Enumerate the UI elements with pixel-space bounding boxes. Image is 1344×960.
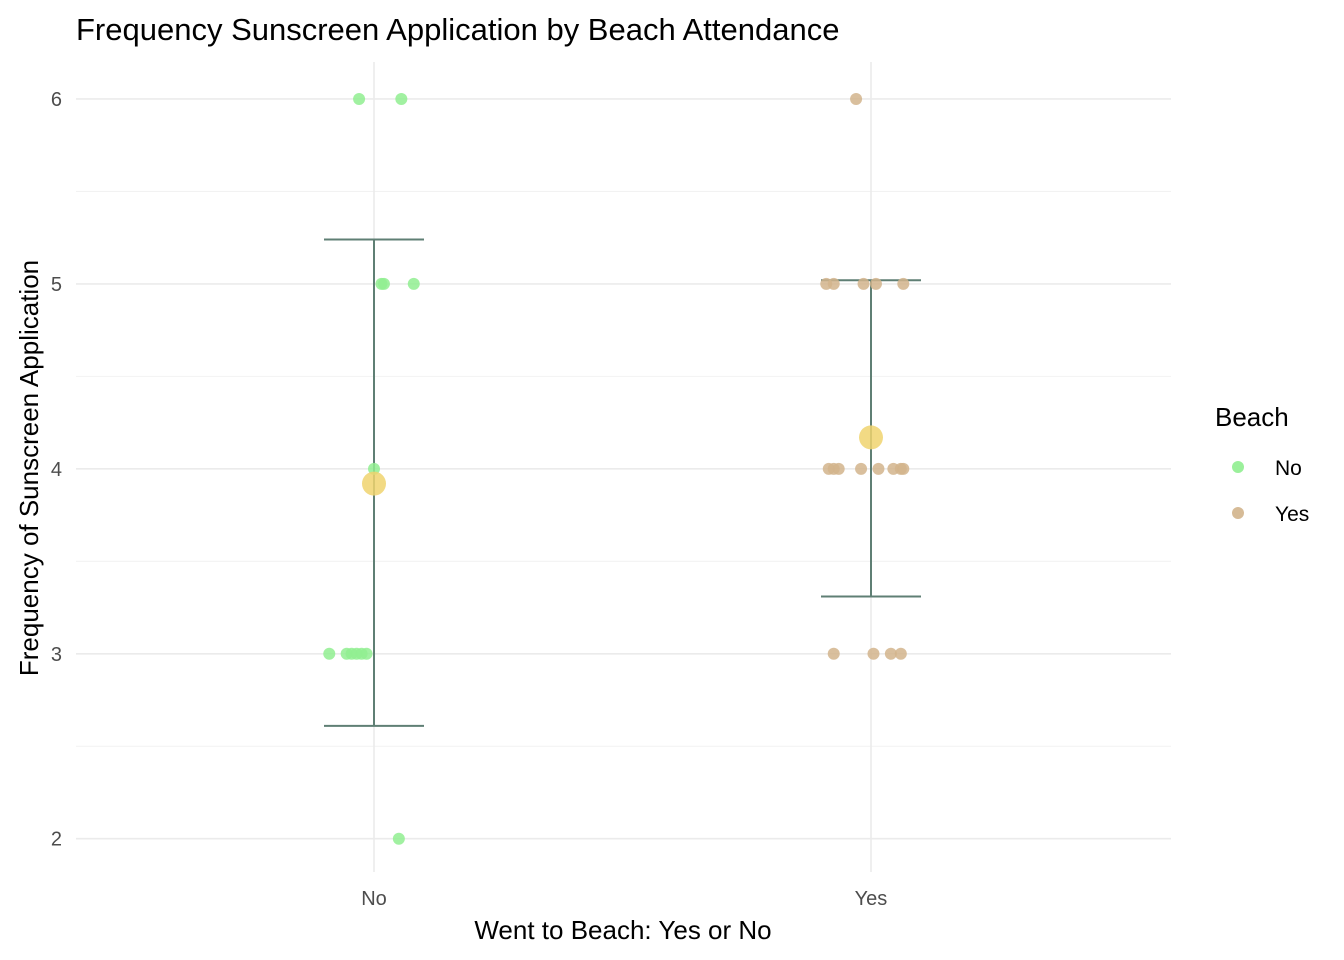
x-tick-label: Yes (855, 888, 888, 910)
x-tick-label: No (361, 888, 387, 910)
chart-title: Frequency Sunscreen Application by Beach… (76, 12, 839, 47)
data-point-yes (827, 647, 840, 660)
legend-title: Beach (1215, 402, 1289, 432)
x-axis-title: Went to Beach: Yes or No (474, 915, 771, 945)
data-point-yes (867, 647, 880, 660)
data-point-yes (850, 92, 863, 105)
legend-label-yes: Yes (1275, 503, 1309, 526)
legend: Beach No Yes (1215, 402, 1309, 526)
data-point-yes (872, 462, 885, 475)
data-point-no (368, 462, 380, 475)
y-tick-label: 3 (51, 644, 62, 666)
data-point-yes (869, 277, 882, 290)
data-point-yes (827, 277, 840, 290)
data-point-no (323, 647, 336, 660)
data-points (323, 92, 910, 845)
data-point-yes (897, 462, 910, 475)
legend-entries: No Yes (1232, 457, 1309, 526)
data-point-no (377, 277, 390, 290)
data-point-yes (894, 647, 907, 660)
legend-label-no: No (1275, 457, 1302, 480)
data-point-yes (857, 277, 870, 290)
mean-point-yes (859, 425, 883, 450)
grid (76, 62, 1171, 872)
x-axis-ticks: No Yes (361, 888, 887, 910)
y-axis-title: Frequency of Sunscreen Application (14, 260, 44, 676)
data-point-no (392, 832, 405, 845)
legend-key-no (1232, 461, 1244, 473)
y-tick-label: 4 (51, 459, 62, 481)
data-point-yes (855, 462, 868, 475)
data-point-no (353, 92, 366, 105)
y-tick-label: 2 (51, 829, 62, 851)
mean-point-no (362, 471, 386, 496)
data-point-no (395, 92, 408, 105)
data-point-yes (897, 277, 910, 290)
data-point-yes (884, 647, 897, 660)
y-tick-label: 5 (51, 274, 62, 296)
y-tick-label: 6 (51, 89, 62, 111)
data-point-yes (832, 462, 845, 475)
legend-key-yes (1232, 507, 1244, 519)
y-axis-ticks: 2 3 4 5 6 (51, 89, 62, 851)
mean-points (362, 425, 883, 496)
data-point-no (360, 647, 373, 660)
data-point-no (407, 277, 420, 290)
